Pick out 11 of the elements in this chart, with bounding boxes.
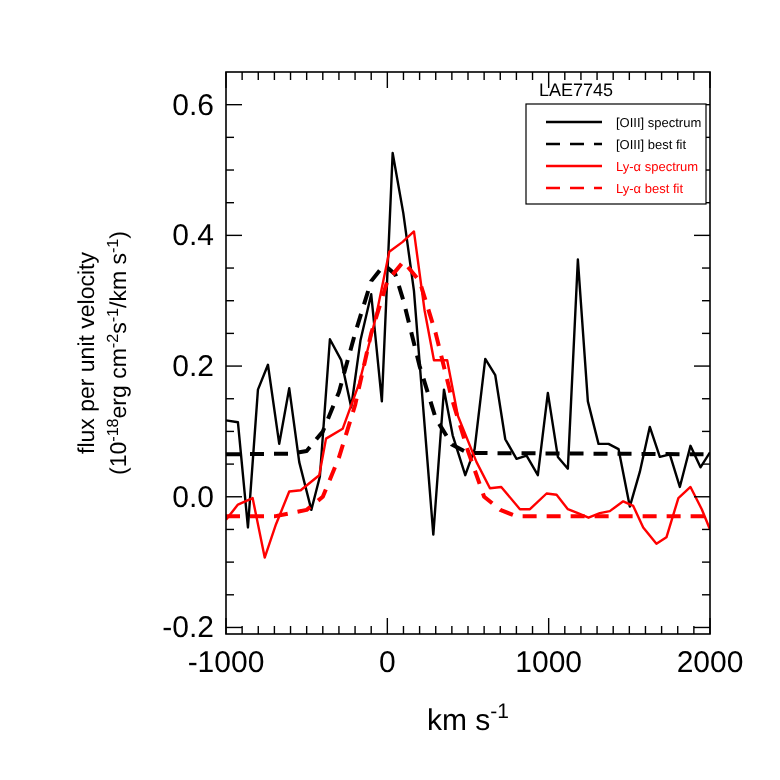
y-tick-label: 0.2 [172, 350, 214, 385]
x-tick-label: -1000 [187, 646, 265, 680]
y-tick-label: 0.6 [172, 88, 214, 123]
text: LAE7745 [538, 80, 614, 100]
x-axis-title: km s$^{-1}$ [426, 700, 510, 738]
x-tick-label: 2000 [676, 646, 744, 680]
y-tick-label: 0.4 [172, 219, 214, 254]
x-tick-label: 1000 [515, 646, 583, 680]
x-tick-label: 0 [378, 646, 396, 680]
y-tick-label: -0.2 [162, 611, 214, 646]
y-tick-label: 0.0 [172, 480, 214, 515]
